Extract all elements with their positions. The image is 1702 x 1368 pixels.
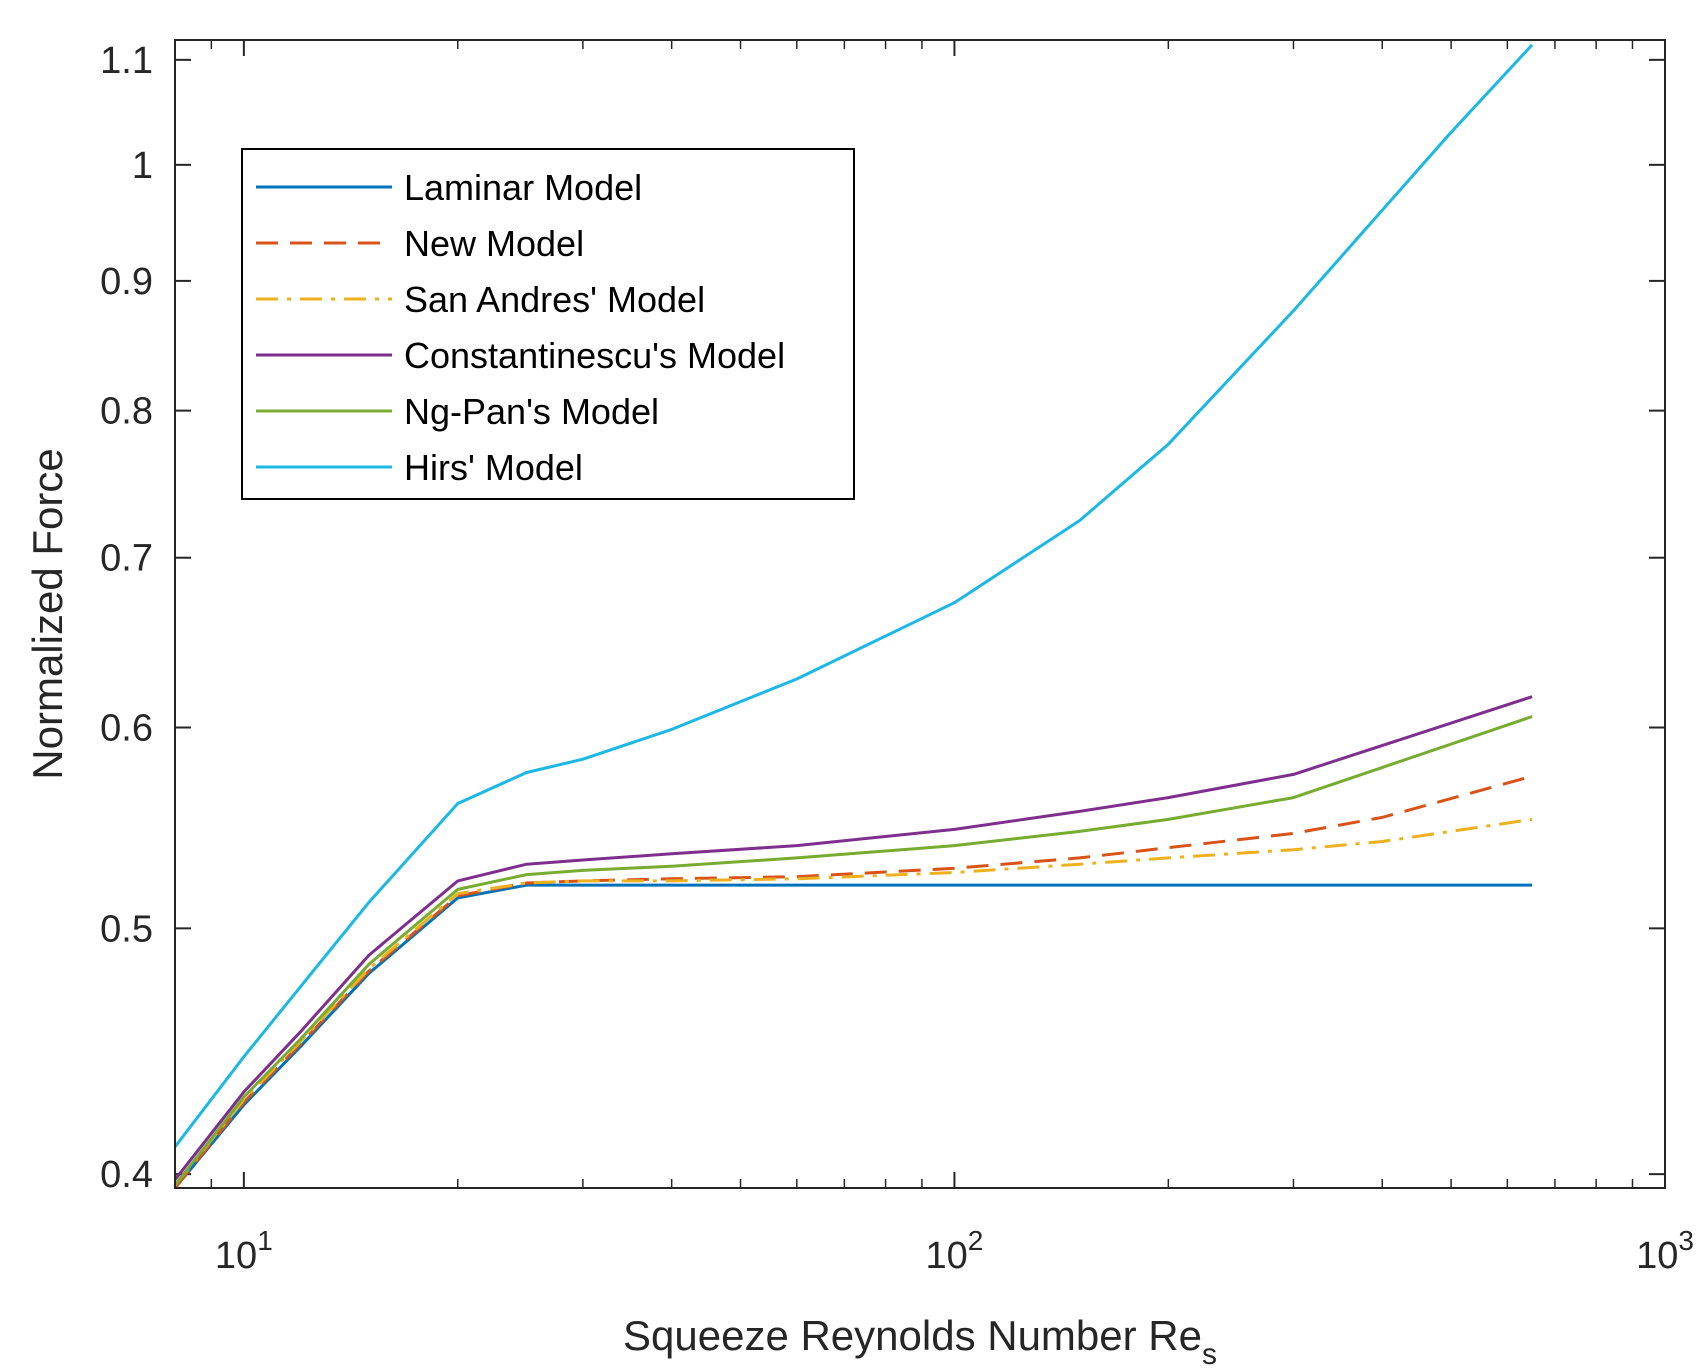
legend-label: Laminar Model	[404, 167, 642, 208]
x-tick-label: 103	[1636, 1225, 1694, 1277]
x-axis-title-subscript: s	[1202, 1338, 1217, 1368]
legend-label: San Andres' Model	[404, 279, 705, 320]
legend-box	[241, 148, 855, 500]
y-tick-label: 0.8	[100, 391, 153, 433]
y-tick-label: 0.9	[100, 261, 153, 303]
y-tick-label: 0.7	[100, 538, 153, 580]
legend-label: New Model	[404, 223, 584, 264]
x-axis-title-text: Squeeze Reynolds Number Re	[623, 1312, 1202, 1359]
x-tick-base: 10	[926, 1235, 968, 1277]
plot-frame	[174, 39, 1666, 1189]
x-tick-base: 10	[215, 1235, 257, 1277]
series-line-3	[173, 695, 1533, 1181]
x-tick-base: 10	[1636, 1235, 1678, 1277]
y-tick-label: 0.6	[100, 708, 153, 750]
series-line-4	[173, 715, 1533, 1187]
legend-label: Hirs' Model	[404, 447, 583, 488]
series-line-2	[173, 817, 1533, 1187]
tick-marks	[174, 40, 1666, 1188]
plot-lines	[173, 43, 1534, 1189]
series-line-1	[173, 774, 1533, 1189]
x-tick-exponent: 1	[257, 1225, 273, 1256]
legend-items: Laminar Model New Model San Andres' Model C…	[256, 167, 785, 488]
x-tick-label: 101	[215, 1225, 273, 1277]
x-tick-label: 102	[926, 1225, 984, 1277]
legend-label: Constantinescu's Model	[404, 335, 785, 376]
x-axis-title: Squeeze Reynolds Number Res	[623, 1312, 1217, 1368]
x-tick-exponent: 2	[968, 1225, 984, 1256]
y-tick-label: 0.4	[100, 1154, 153, 1196]
x-tick-exponent: 3	[1678, 1225, 1694, 1256]
y-tick-label: 1.1	[100, 40, 153, 82]
y-tick-label: 1	[132, 145, 153, 187]
legend: Laminar Model New Model San Andres' Model C…	[241, 148, 855, 500]
series-line-5	[173, 43, 1534, 1148]
y-axis-title: Normalized Force	[24, 448, 71, 779]
series-line-0	[173, 883, 1533, 1189]
legend-label: Ng-Pan's Model	[404, 391, 659, 432]
y-tick-label: 0.5	[100, 908, 153, 950]
